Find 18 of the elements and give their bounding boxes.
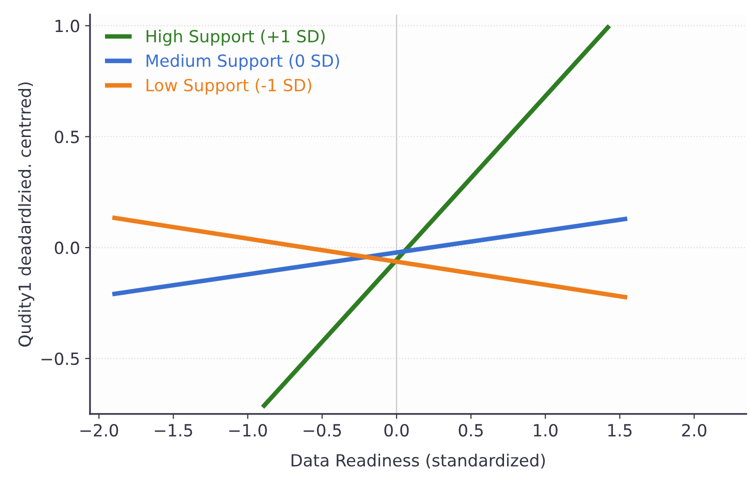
x-axis-title: Data Readiness (standardized) (292, 454, 545, 469)
y-tick-label: 1.0 (56, 20, 80, 32)
legend-label: Low Support (-1 SD) (146, 78, 312, 95)
x-tick-label: −2.0 (80, 424, 118, 437)
y-axis-title: Qudity1 deadardlzied. centrred) (18, 82, 34, 347)
y-tick-label: −0.5 (42, 352, 79, 366)
x-tick-label: 0.0 (384, 424, 409, 437)
x-tick-label: −1.0 (229, 424, 267, 437)
legend-label: High Support (+1 SD) (146, 30, 325, 46)
y-tick-label: 0.5 (54, 130, 79, 144)
x-tick-label: 1.0 (534, 424, 558, 437)
x-tick-label: 2.0 (682, 424, 706, 437)
y-tick-label: 0.0 (54, 242, 80, 254)
x-tick-label: 1.5 (608, 424, 632, 437)
legend-label: Medium Support (0 SD) (146, 54, 340, 70)
x-tick-label: −1.5 (154, 424, 192, 437)
x-tick-label: −0.5 (304, 424, 341, 437)
x-tick-label: 0.5 (458, 424, 483, 437)
